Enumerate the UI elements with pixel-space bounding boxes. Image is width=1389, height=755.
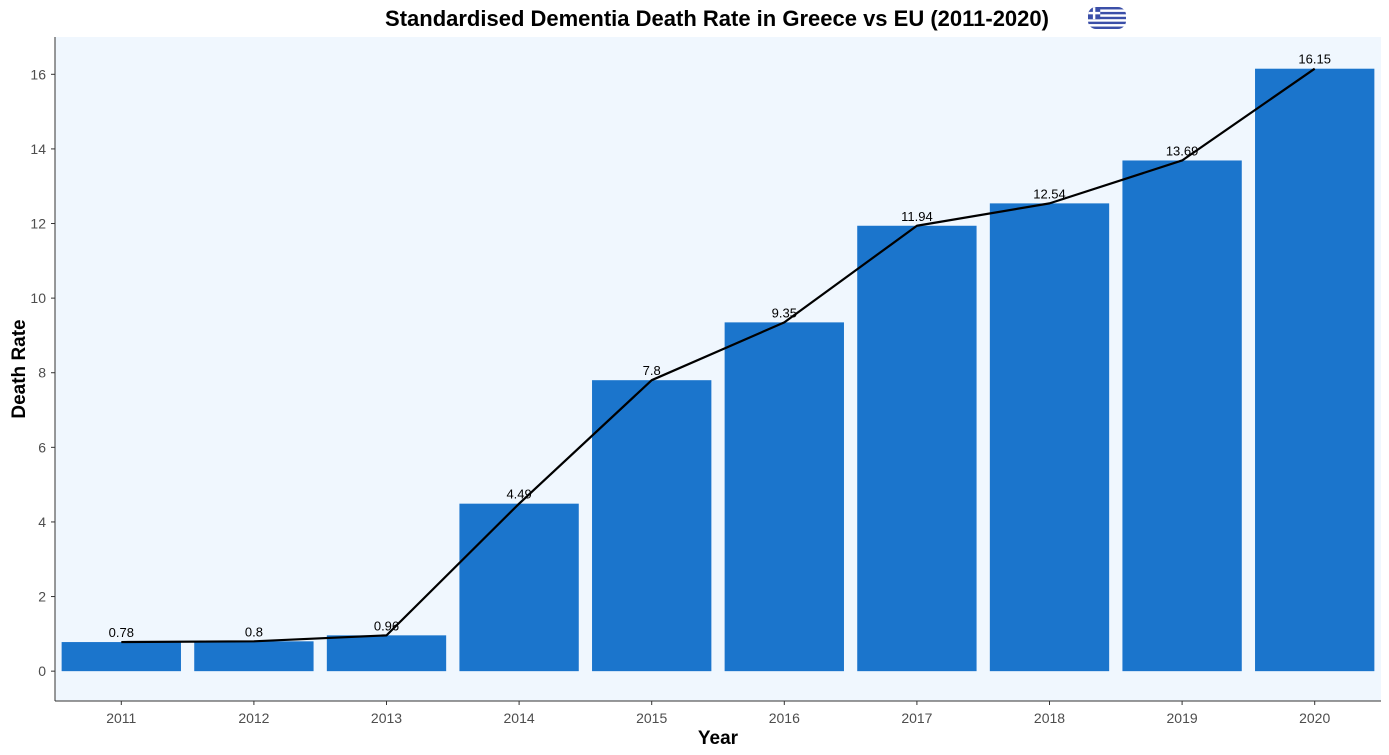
x-tick-label: 2013 [371, 710, 402, 726]
bar-2014 [459, 503, 579, 672]
x-tick-label: 2018 [1034, 710, 1065, 726]
x-tick-label: 2016 [769, 710, 800, 726]
data-label-2020: 16.15 [1298, 52, 1331, 67]
data-labels-group: 0.78 0.8 0.96 4.49 7.8 9.35 11.94 12.54 13.69 16.… [109, 52, 1331, 640]
y-tick-label: 0 [38, 663, 46, 679]
x-ticks-group: 2011 2012 2013 2014 2015 2016 2017 2018 2019 2020 [106, 701, 1330, 726]
x-tick-label: 2017 [901, 710, 932, 726]
bar-2011 [61, 642, 181, 672]
data-label-2018: 12.54 [1033, 186, 1066, 201]
trend-line [121, 67, 1316, 644]
x-tick-label: 2011 [106, 710, 136, 726]
data-label-2014: 4.49 [506, 487, 531, 502]
chart-title: Standardised Dementia Death Rate in Gree… [385, 6, 1049, 31]
x-tick-label: 2020 [1299, 710, 1330, 726]
greece-flag-icon [1088, 7, 1126, 29]
bar-2020 [1255, 68, 1375, 672]
data-label-2012: 0.8 [245, 624, 263, 639]
bar-2017 [857, 225, 977, 672]
x-tick-label: 2015 [636, 710, 667, 726]
bar-2015 [592, 380, 712, 672]
data-label-2013: 0.96 [374, 618, 399, 633]
y-tick-label: 12 [30, 216, 46, 232]
data-label-2015: 7.8 [643, 363, 661, 378]
data-label-2011: 0.78 [109, 625, 134, 640]
y-tick-label: 8 [38, 365, 46, 381]
x-tick-label: 2014 [504, 710, 535, 726]
x-axis-title: Year [698, 728, 739, 749]
y-tick-label: 6 [38, 439, 46, 455]
bar-2013 [326, 635, 447, 672]
bar-2016 [724, 322, 844, 672]
x-tick-label: 2012 [238, 710, 269, 726]
y-tick-label: 14 [30, 141, 46, 157]
y-tick-label: 2 [38, 589, 46, 605]
data-label-2019: 13.69 [1166, 143, 1199, 158]
data-label-2016: 9.35 [772, 305, 797, 320]
y-tick-label: 16 [30, 66, 46, 82]
y-ticks-group: 0 2 4 6 8 10 12 14 16 [30, 66, 55, 679]
bars-group [61, 68, 1375, 672]
trend-line-group [121, 67, 1316, 644]
bar-2012 [194, 641, 314, 672]
y-tick-label: 10 [30, 290, 46, 306]
y-axis-title: Death Rate [9, 319, 30, 418]
data-label-2017: 11.94 [901, 209, 933, 224]
x-tick-label: 2019 [1167, 710, 1198, 726]
bar-2018 [989, 203, 1110, 672]
bar-2019 [1122, 160, 1242, 672]
y-tick-label: 4 [38, 514, 46, 530]
